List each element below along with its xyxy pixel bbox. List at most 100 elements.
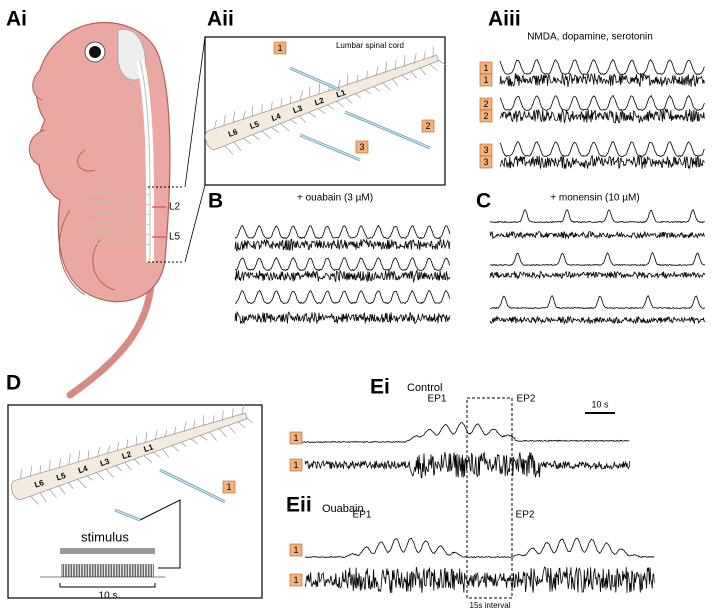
nerve-root [404, 54, 406, 67]
nerve-root [68, 453, 71, 466]
nerve-root [356, 74, 359, 83]
trace [489, 295, 706, 310]
segment-label: L3 [99, 457, 111, 469]
nerve-root [382, 82, 391, 91]
nerve-root [308, 111, 316, 118]
nerve-root [164, 430, 168, 438]
trace [234, 310, 451, 325]
nerve-root [67, 482, 74, 490]
event-label: EP1 [353, 510, 372, 521]
pup-illustration [28, 21, 206, 399]
nerve-root [232, 111, 236, 123]
nerve-root [242, 110, 246, 120]
segment-label: L1 [335, 88, 347, 100]
nerve-root [126, 439, 129, 449]
nerve-root [222, 410, 224, 421]
nerve-root [223, 115, 226, 126]
interval-label: 15s interval [470, 601, 511, 610]
nerve-root [410, 70, 417, 79]
nerve-root [212, 415, 215, 424]
trace [291, 421, 630, 444]
nerve-root [385, 62, 388, 73]
segment-label: L5 [55, 471, 67, 483]
segment-label: L4 [77, 464, 89, 476]
trace [304, 537, 655, 559]
title: + monensin (10 µM) [550, 193, 639, 204]
trace [499, 94, 705, 112]
nerve-root [280, 123, 290, 132]
nerve-root [366, 70, 368, 80]
nerve-root [183, 420, 187, 432]
channel-badge [421, 119, 435, 133]
trace [499, 108, 705, 124]
nerve-root [337, 79, 341, 89]
nerve-root [199, 434, 208, 441]
nerve-root [299, 90, 303, 101]
nerve-root [161, 448, 169, 458]
nerve-root [49, 459, 51, 471]
nerve-root [145, 431, 148, 443]
channel-label: 3 [483, 145, 488, 155]
segment-label: L2 [169, 202, 181, 213]
event-label: EP2 [517, 394, 536, 405]
title: + ouabain (3 µM) [297, 193, 373, 204]
nerve-root [20, 469, 22, 479]
nerve-root [261, 104, 263, 114]
nerve-root [39, 465, 42, 474]
nerve-root [202, 415, 204, 427]
channel-badge [479, 109, 493, 123]
nerve-root [180, 441, 187, 448]
nerve-root [231, 408, 234, 418]
nerve-root [30, 495, 39, 505]
trace [234, 224, 451, 240]
nerve-root [243, 138, 252, 145]
trace [234, 289, 451, 305]
nerve-root [309, 86, 311, 98]
panel-label: Eii [286, 494, 312, 517]
panel-label: Ai [6, 8, 27, 31]
channel-label: 2 [483, 111, 488, 121]
nerve-root [105, 468, 115, 478]
trace [234, 256, 451, 272]
nerve-root [224, 145, 234, 155]
channel-label: 1 [293, 545, 298, 555]
nerve-root [190, 438, 198, 445]
nerve-root [391, 78, 398, 87]
nerve-root [428, 63, 438, 71]
aii-frame [204, 36, 446, 186]
trace [489, 209, 705, 224]
nerve-root [58, 458, 61, 468]
nerve-root [363, 89, 371, 95]
trace [234, 238, 451, 252]
nerve-root [143, 455, 153, 463]
channel-label: 3 [359, 142, 364, 152]
channel-label: 3 [483, 157, 488, 167]
scale-bracket [59, 583, 156, 588]
panel-label: D [6, 372, 21, 395]
nerve-root [432, 46, 434, 58]
scale-label: 10 s [591, 399, 609, 409]
electrode-core [159, 469, 226, 503]
nerve-root [237, 421, 246, 429]
nerve-root [106, 445, 111, 454]
trace [489, 230, 706, 240]
segment-label: L2 [121, 449, 133, 461]
nerve-root [171, 444, 179, 452]
nerve-root [218, 427, 227, 438]
nerve-root [375, 66, 379, 76]
scale-label: 10 s [99, 591, 118, 602]
event-label: EP1 [428, 394, 447, 405]
nerve-root [345, 96, 353, 104]
trace [499, 155, 705, 170]
event-label: EP2 [516, 510, 535, 521]
channel-badge [289, 431, 303, 445]
electrode-core [114, 509, 141, 521]
trace [489, 315, 706, 325]
nerve-root [413, 52, 417, 64]
stimulus-bar [60, 548, 155, 554]
trace [304, 566, 655, 593]
nerve-root [86, 475, 93, 481]
segment-label: L4 [270, 111, 282, 123]
nerve-root [78, 450, 81, 463]
